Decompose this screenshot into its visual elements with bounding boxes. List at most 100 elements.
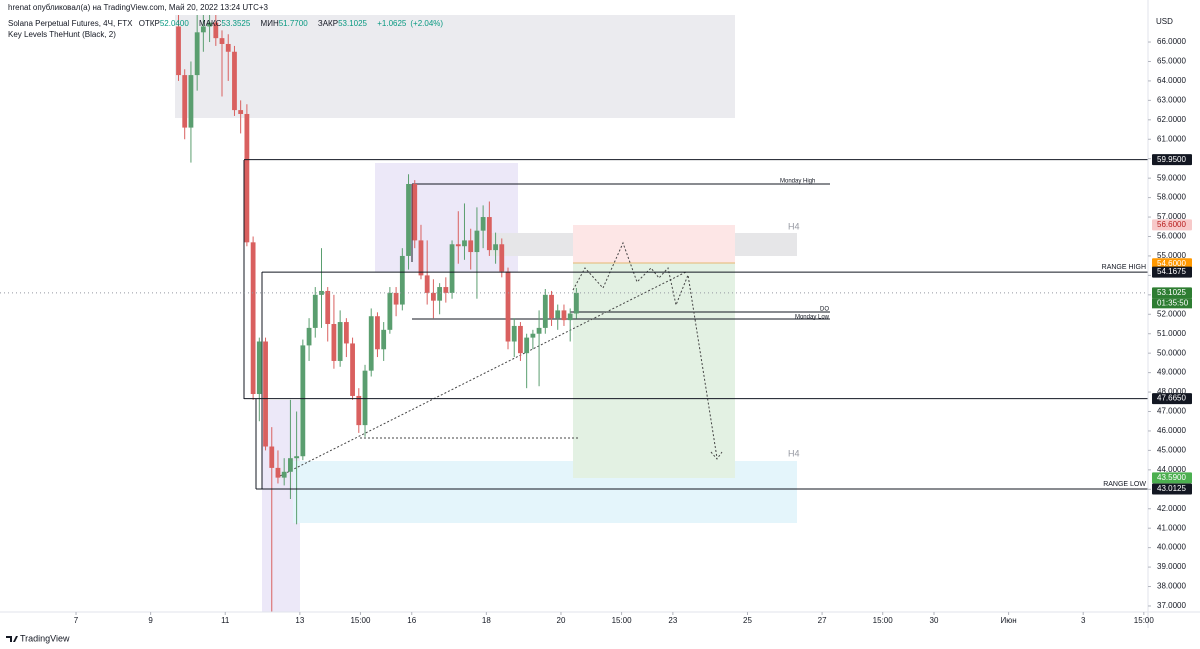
candle-body: [437, 287, 443, 301]
price-label: 54.6000: [1157, 259, 1186, 268]
y-tick-label: 49.0000: [1157, 368, 1186, 377]
y-tick-label: 58.0000: [1157, 193, 1186, 202]
candle-body: [331, 324, 337, 361]
candle-body: [232, 51, 237, 111]
y-tick-label: 50.0000: [1157, 348, 1186, 357]
candle-body: [238, 110, 244, 114]
x-tick-label: 18: [482, 616, 491, 625]
x-tick-label: 15:00: [612, 616, 633, 625]
x-tick-label: 23: [668, 616, 677, 625]
candle-body: [412, 183, 418, 241]
y-tick-label: 51.0000: [1157, 329, 1186, 338]
price-label-bg: [1152, 472, 1192, 484]
candle-body: [275, 467, 281, 478]
price-label-bg: [1152, 154, 1192, 166]
x-tick-label: 27: [818, 616, 827, 625]
y-tick-label: 52.0000: [1157, 309, 1186, 318]
x-tick-label: 3: [1081, 616, 1086, 625]
candle-body: [530, 333, 536, 338]
candle-body: [573, 292, 579, 314]
y-tick-label: 38.0000: [1157, 582, 1186, 591]
price-label: 53.1025: [1157, 288, 1186, 297]
annotation: DO: [820, 307, 829, 313]
candle-body: [250, 242, 256, 395]
candle-body: [263, 341, 268, 447]
x-tick-label: 25: [743, 616, 752, 625]
level-name: RANGE LOW: [1103, 481, 1146, 488]
countdown-bg: [1152, 298, 1192, 309]
y-tick-label: 61.0000: [1157, 134, 1186, 143]
candle-body: [511, 325, 517, 342]
candle-body: [288, 458, 293, 472]
ohlc-name: ОТКР: [138, 19, 160, 28]
candle-body: [493, 244, 498, 251]
candle-body: [225, 43, 231, 52]
ohlc: ЗАКР53.1025: [318, 19, 371, 28]
ohlc-value: 51.7700: [278, 19, 308, 28]
price-label-bg: [1152, 393, 1192, 405]
candle-body: [213, 22, 219, 39]
price-label: 43.0125: [1157, 484, 1186, 493]
price-label: 47.6650: [1157, 394, 1186, 403]
x-tick-label: Июн: [1001, 616, 1017, 625]
ohlc-name: МИН: [260, 19, 279, 28]
candle-body: [406, 183, 411, 256]
candle-body: [443, 287, 449, 293]
candle-body: [312, 294, 318, 328]
y-tick-label: 56.0000: [1157, 232, 1186, 241]
candle-body: [561, 310, 567, 321]
candle-body: [387, 292, 393, 330]
y-tick-label: 46.0000: [1157, 426, 1186, 435]
zone: [175, 15, 735, 118]
candle-body: [524, 337, 530, 354]
y-tick-label: 42.0000: [1157, 504, 1186, 513]
price-label: 56.6000: [1157, 220, 1186, 229]
y-tick-label: 41.0000: [1157, 523, 1186, 532]
candle-body: [188, 75, 194, 128]
y-tick-label: 37.0000: [1157, 601, 1186, 610]
plot-area: [0, 15, 1148, 612]
symbol: Solana Perpetual Futures, 4Ч, FTX: [8, 19, 133, 28]
change: +1.0625: [377, 19, 407, 28]
candle-body: [542, 294, 548, 328]
candle-body: [518, 325, 523, 354]
candle-body: [449, 244, 455, 293]
y-tick-label: 64.0000: [1157, 76, 1186, 85]
candle-body: [356, 395, 362, 426]
currency: USD: [1156, 17, 1173, 26]
y-tick-label: 45.0000: [1157, 446, 1186, 455]
candle-body: [462, 240, 467, 247]
candle-body: [325, 290, 331, 325]
y-tick-label: 65.0000: [1157, 57, 1186, 66]
stop-zone: [573, 225, 735, 263]
arrow-head: [710, 451, 723, 460]
change-pct: (+2.04%): [410, 19, 444, 28]
candle-body: [319, 290, 324, 295]
ohlc-value: 53.1025: [338, 19, 367, 28]
candle-body: [256, 341, 262, 395]
price-label-bg: [1152, 483, 1192, 495]
x-tick-label: 16: [407, 616, 416, 625]
x-tick-label: 20: [557, 616, 566, 625]
legend: Solana Perpetual Futures, 4Ч, FTX ОТКР52…: [8, 19, 447, 28]
x-tick-label: 7: [74, 616, 79, 625]
indicator: Key Levels TheHunt (Black, 2): [8, 30, 116, 39]
ohlc: ОТКР52.0400: [139, 19, 193, 28]
annotation: Monday High: [780, 179, 815, 185]
x-tick-label: 30: [930, 616, 939, 625]
price-label-bg: [1152, 258, 1192, 270]
attribution: hrenat опубликовал(а) на TradingView.com…: [8, 3, 268, 12]
ohlc-value: 53.3525: [221, 19, 251, 28]
price-label-bg: [1152, 219, 1192, 231]
x-tick-label: 13: [295, 616, 304, 625]
candle-body: [306, 327, 312, 346]
candle-body: [549, 294, 554, 319]
y-tick-label: 39.0000: [1157, 562, 1186, 571]
y-tick-label: 59.0000: [1157, 173, 1186, 182]
candle-body: [536, 327, 542, 334]
candle-body: [393, 292, 399, 305]
price-label-bg: [1152, 266, 1192, 278]
y-tick-label: 55.0000: [1157, 251, 1186, 260]
